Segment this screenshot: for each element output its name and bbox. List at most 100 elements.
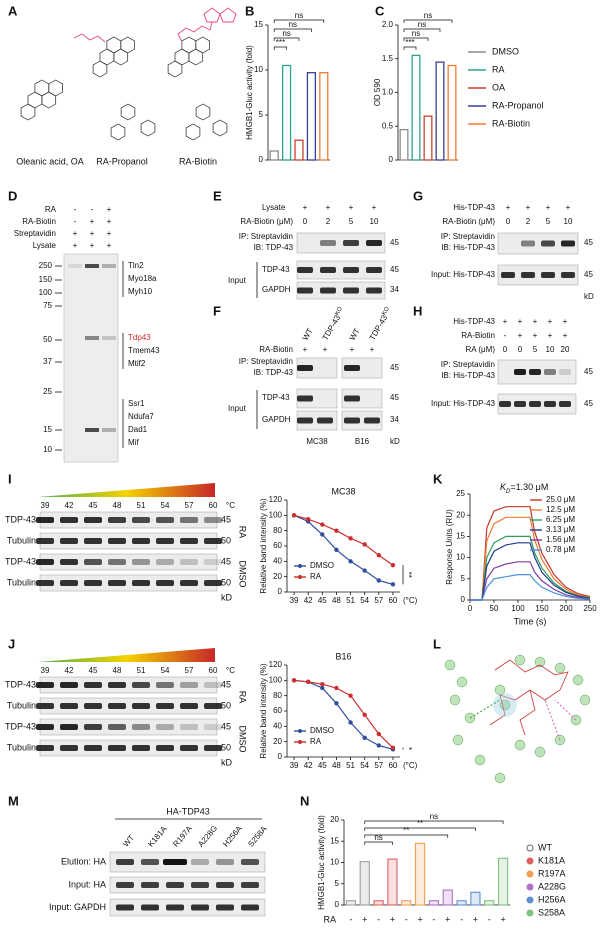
row-label: RA	[45, 205, 57, 214]
mw: 45	[584, 238, 593, 247]
lane-label: WT	[301, 327, 315, 342]
legend-label: 25.0 μM	[546, 495, 575, 504]
band	[84, 580, 102, 586]
dose: 5	[349, 217, 354, 226]
temperature: 51	[137, 501, 146, 510]
legend-marker	[526, 883, 534, 891]
band	[108, 580, 126, 586]
blot	[296, 232, 386, 254]
y-tick-label: 5	[461, 574, 466, 583]
lane-name: WT	[301, 327, 315, 342]
row-label: Input: GAPDH	[49, 902, 106, 912]
bar	[456, 900, 467, 906]
y-axis-label: Relative band intensity (%)	[259, 498, 268, 593]
point	[390, 582, 396, 587]
point	[376, 743, 382, 748]
sign: +	[303, 203, 308, 212]
point	[390, 562, 396, 568]
band	[529, 369, 541, 375]
sign: +	[546, 203, 551, 212]
treatment-sign: +	[362, 914, 367, 924]
linker	[177, 21, 213, 43]
band	[132, 703, 150, 709]
band	[241, 904, 259, 911]
point	[320, 522, 325, 527]
residue	[554, 662, 566, 674]
band	[180, 517, 198, 523]
treatment-sign: +	[417, 914, 422, 924]
blot	[341, 357, 383, 379]
temperature: 42	[65, 501, 74, 510]
band	[559, 401, 571, 407]
gel	[63, 253, 119, 463]
group-label: DMSO	[238, 561, 248, 588]
treatment-sign: -	[405, 914, 408, 924]
x-axis-label: (°C)	[403, 596, 418, 605]
legend-label: RA	[310, 572, 322, 581]
sign: +	[563, 317, 568, 326]
sign: -	[504, 331, 507, 340]
row-label: RA	[323, 914, 336, 924]
band	[561, 240, 575, 247]
kd-subscript: D	[506, 489, 511, 495]
blot	[341, 410, 383, 431]
dose: 5	[533, 345, 538, 354]
x-tick-label: 200	[559, 604, 573, 613]
row-label: Lysate	[262, 203, 286, 212]
band	[85, 336, 99, 340]
series-line	[470, 535, 591, 601]
band	[297, 287, 313, 294]
band	[116, 882, 134, 888]
heat-gradient	[38, 483, 215, 497]
legend-label: RA	[492, 64, 505, 74]
x-tick-label: 42	[304, 761, 313, 770]
band	[320, 267, 336, 273]
y-axis-label: HMGB1-Gluc activity (fold)	[317, 815, 326, 910]
protein-name: Dad1	[128, 425, 148, 434]
series-line	[470, 516, 591, 601]
row-label: RA-Biotin	[22, 217, 56, 226]
compound-name: RA-Propanol	[96, 156, 148, 166]
band	[204, 517, 222, 523]
sign: +	[518, 317, 523, 326]
bar	[497, 857, 509, 906]
band	[108, 517, 126, 523]
sign: +	[107, 241, 112, 250]
row-label: Elution: HA	[61, 856, 106, 866]
y-tick-label: 15	[254, 20, 263, 29]
significance-bracket	[273, 37, 300, 41]
bar	[399, 128, 409, 161]
protein-name: Mtif2	[128, 359, 146, 368]
sign: +	[90, 217, 95, 226]
x-tick-label: 54	[360, 596, 369, 605]
legend-marker	[298, 575, 302, 579]
legend-marker	[298, 564, 302, 568]
panel-label: L	[433, 636, 441, 651]
band	[132, 580, 150, 586]
band	[108, 745, 126, 751]
point	[376, 553, 382, 558]
significance-bracket	[273, 46, 287, 50]
y-tick-label: 2.0	[382, 20, 394, 29]
sign: +	[73, 229, 78, 238]
mw: 45	[390, 265, 399, 274]
x-tick-label: 51	[346, 761, 355, 770]
residue	[514, 739, 526, 751]
y-axis-label: OD 590	[373, 78, 382, 106]
x-tick-label: 39	[290, 596, 299, 605]
series-line	[294, 679, 394, 750]
mw: 50	[221, 742, 231, 752]
sign: +	[533, 317, 538, 326]
bar	[414, 842, 426, 906]
band	[180, 580, 198, 586]
lane-label: R197A	[171, 824, 194, 849]
residue	[449, 694, 461, 706]
y-axis-label: HMGB1-Gluc activity (fold)	[245, 45, 254, 140]
structure-ring	[113, 48, 129, 66]
legend-label: DMSO	[492, 46, 519, 56]
significance-bracket	[364, 841, 393, 845]
band	[241, 882, 259, 888]
residue	[534, 656, 546, 668]
band	[60, 538, 78, 544]
sign: +	[107, 229, 112, 238]
